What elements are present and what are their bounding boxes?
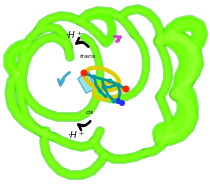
Text: $\cdot H^+$: $\cdot H^+$ bbox=[67, 129, 85, 141]
Circle shape bbox=[108, 78, 113, 84]
Circle shape bbox=[98, 89, 102, 93]
Circle shape bbox=[115, 98, 121, 104]
Circle shape bbox=[112, 98, 117, 104]
Text: cis: cis bbox=[86, 109, 94, 115]
Circle shape bbox=[116, 83, 120, 87]
Polygon shape bbox=[78, 69, 96, 93]
Text: $\cdot H^+$: $\cdot H^+$ bbox=[65, 29, 83, 41]
Text: trans: trans bbox=[80, 53, 96, 59]
Circle shape bbox=[122, 85, 130, 92]
Circle shape bbox=[119, 100, 125, 106]
Circle shape bbox=[92, 74, 97, 80]
Circle shape bbox=[101, 84, 106, 90]
Circle shape bbox=[80, 70, 88, 77]
